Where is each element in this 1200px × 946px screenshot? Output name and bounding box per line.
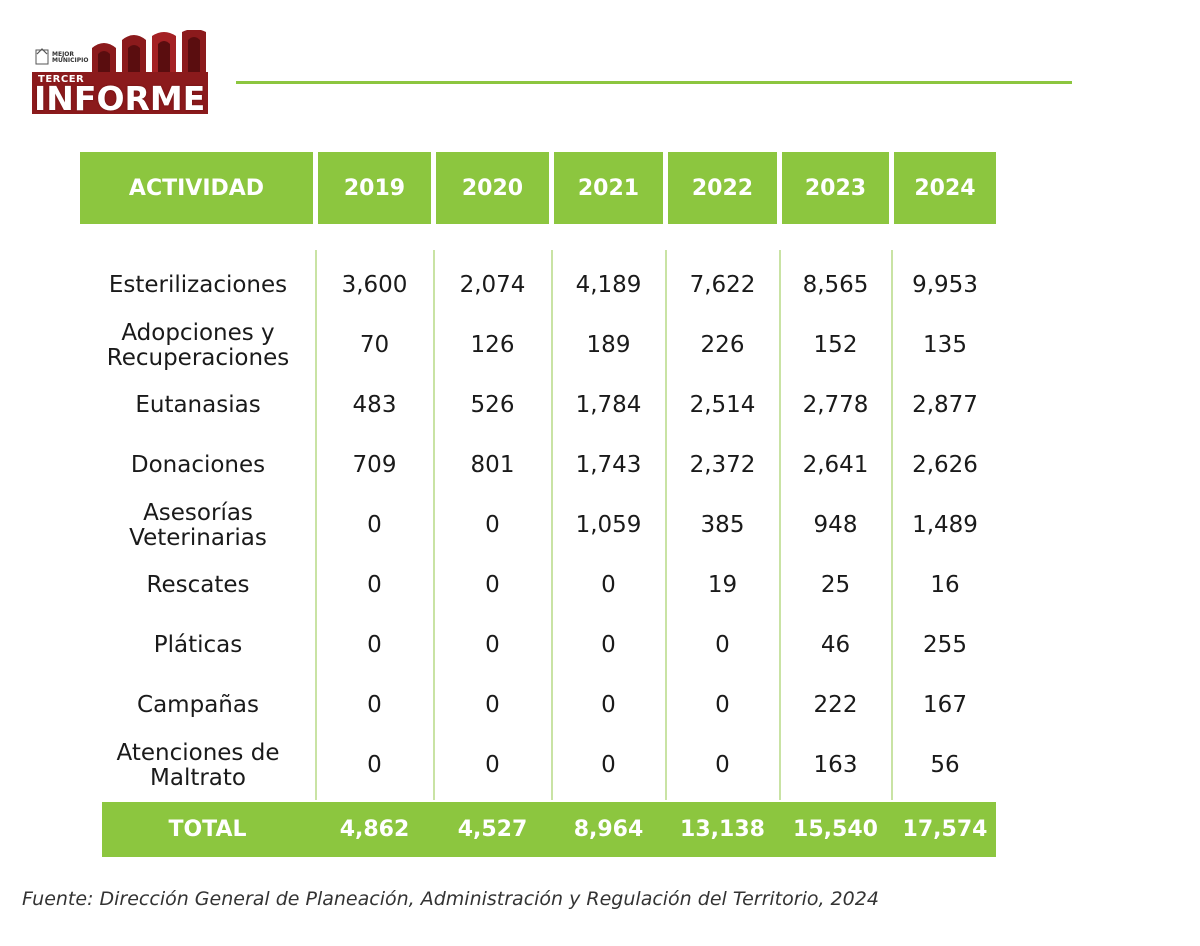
column-divider [315,250,317,800]
table-cell: 0 [367,572,382,598]
header-year: 2020 [436,152,549,224]
total-value: 4,527 [457,817,528,842]
table-cell: 16 [930,572,960,598]
table-cell: 255 [923,632,967,658]
logo-informe: INFORME [34,79,206,118]
table-cell: 56 [930,752,960,778]
table-cell: 0 [485,632,500,658]
table-cell: 385 [700,512,745,538]
header-divider [236,81,1072,84]
table-cell: 0 [601,752,616,778]
table-cell: 3,600 [341,272,408,298]
table-cell: 483 [352,392,397,418]
table-cell: 0 [485,752,500,778]
table-cell: 7,622 [689,272,756,298]
row-label-donaciones: Donaciones [130,451,266,478]
column-divider [551,250,553,800]
table-cell: 4,189 [575,272,642,298]
table-cell: 0 [367,752,382,778]
row-label-adopciones: Adopciones y Recuperaciones [106,320,290,371]
table-cell: 70 [359,332,390,358]
total-value: 17,574 [902,817,988,842]
informe-logo: MEJOR MUNICIPIO TERCER INFORME [32,30,210,116]
total-label: TOTAL [168,817,247,842]
row-label-atenciones: Atenciones de Maltrato [116,740,280,791]
table-cell: 801 [470,452,515,478]
table-cell: 0 [601,632,616,658]
header-year: 2021 [554,152,663,224]
table-cell: 526 [470,392,515,418]
header-year: 2024 [894,152,996,224]
column-divider [891,250,893,800]
column-divider [433,250,435,800]
table-cell: 0 [367,692,382,718]
table-cell: 167 [923,692,967,718]
logo-tercer: TERCER [38,74,85,85]
column-divider [779,250,781,800]
table-cell: 2,626 [912,452,978,478]
column-divider [665,250,667,800]
table-cell: 152 [813,332,858,358]
table-cell: 2,074 [459,272,526,298]
table-cell: 19 [707,572,738,598]
table-cell: 0 [485,572,500,598]
total-value: 15,540 [793,817,878,842]
table-cell: 2,778 [802,392,869,418]
table-cell: 1,489 [912,512,978,538]
table-cell: 135 [923,332,967,358]
table-cell: 8,565 [802,272,869,298]
header-year: 2022 [668,152,777,224]
table-cell: 0 [715,632,730,658]
table-cell: 222 [813,692,858,718]
activity-table: ACTIVIDAD 2019 2020 2021 2022 2023 2024 … [80,152,996,857]
table-cell: 1,784 [575,392,642,418]
table-cell: 189 [586,332,631,358]
total-value: 4,862 [339,817,410,842]
table-cell: 0 [367,512,382,538]
table-cell: 0 [367,632,382,658]
table-cell: 948 [813,512,858,538]
total-value: 13,138 [680,817,765,842]
table-cell: 2,514 [689,392,756,418]
row-label-eutanasias: Eutanasias [135,391,261,418]
table-cell: 46 [820,632,851,658]
table-cell: 0 [485,512,500,538]
table-cell: 1,059 [575,512,642,538]
source-note: Fuente: Dirección General de Planeación,… [22,888,879,910]
table-cell: 0 [715,692,730,718]
table-cell: 126 [470,332,515,358]
row-label-rescates: Rescates [146,571,250,598]
table-cell: 1,743 [575,452,642,478]
table-cell: 0 [715,752,730,778]
table-cell: 2,641 [802,452,869,478]
row-label-asesorias: Asesorías Veterinarias [129,500,267,551]
table-cell: 25 [820,572,851,598]
table-cell: 2,372 [689,452,756,478]
table-cell: 0 [601,692,616,718]
table-cell: 9,953 [912,272,978,298]
informe-logo-graphic [32,30,208,114]
total-row [102,802,996,857]
header-year: 2023 [782,152,889,224]
table-cell: 163 [813,752,858,778]
logo-small-text: MEJOR MUNICIPIO [52,51,89,64]
table-cell: 709 [352,452,397,478]
table-cell: 0 [601,572,616,598]
total-value: 8,964 [573,817,644,842]
table-cell: 0 [485,692,500,718]
table-cell: 226 [700,332,745,358]
row-label-esterilizaciones: Esterilizaciones [108,271,288,298]
row-label-platicas: Pláticas [153,631,243,658]
header-activity: ACTIVIDAD [80,152,313,224]
header-year: 2019 [318,152,431,224]
row-label-campanas: Campañas [137,691,259,718]
table-cell: 2,877 [912,392,978,418]
